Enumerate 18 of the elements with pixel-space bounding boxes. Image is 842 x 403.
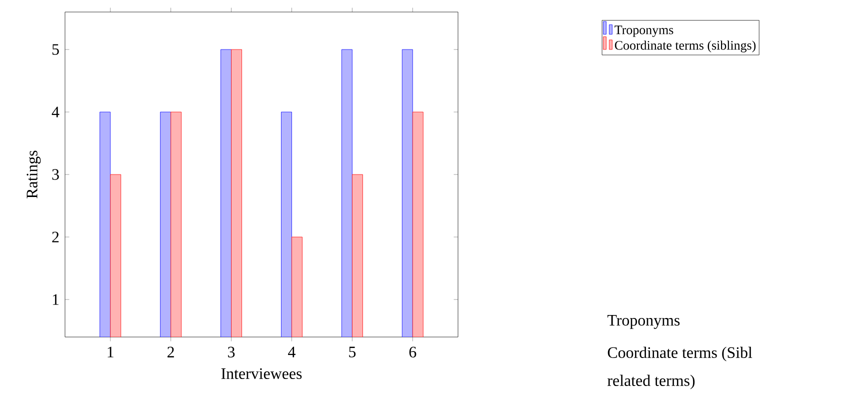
y-tick-label: 3 bbox=[52, 169, 59, 180]
x-tick-label: 6 bbox=[409, 346, 416, 358]
text: related terms) bbox=[608, 374, 695, 390]
y-axis-title: Ratings bbox=[26, 150, 41, 198]
y-tick-label: 1 bbox=[52, 294, 59, 305]
x-tick-label: 2 bbox=[168, 346, 174, 358]
legend-label: Troponyms bbox=[614, 26, 674, 37]
y-tick-label: 4 bbox=[52, 106, 60, 118]
x-tick-label: 1 bbox=[108, 346, 114, 358]
x-tick-label: 3 bbox=[228, 346, 235, 358]
text: Coordinate terms (Sibl bbox=[608, 346, 752, 362]
y-tick-label: 2 bbox=[52, 232, 59, 242]
legend-label: Coordinate terms (siblings) bbox=[614, 40, 756, 52]
x-axis-title: Interviewees bbox=[221, 368, 302, 380]
x-tick-label: 4 bbox=[288, 346, 296, 358]
x-tick-label: 5 bbox=[349, 346, 356, 358]
text: Troponyms bbox=[607, 315, 680, 329]
y-tick-label: 5 bbox=[52, 44, 59, 55]
